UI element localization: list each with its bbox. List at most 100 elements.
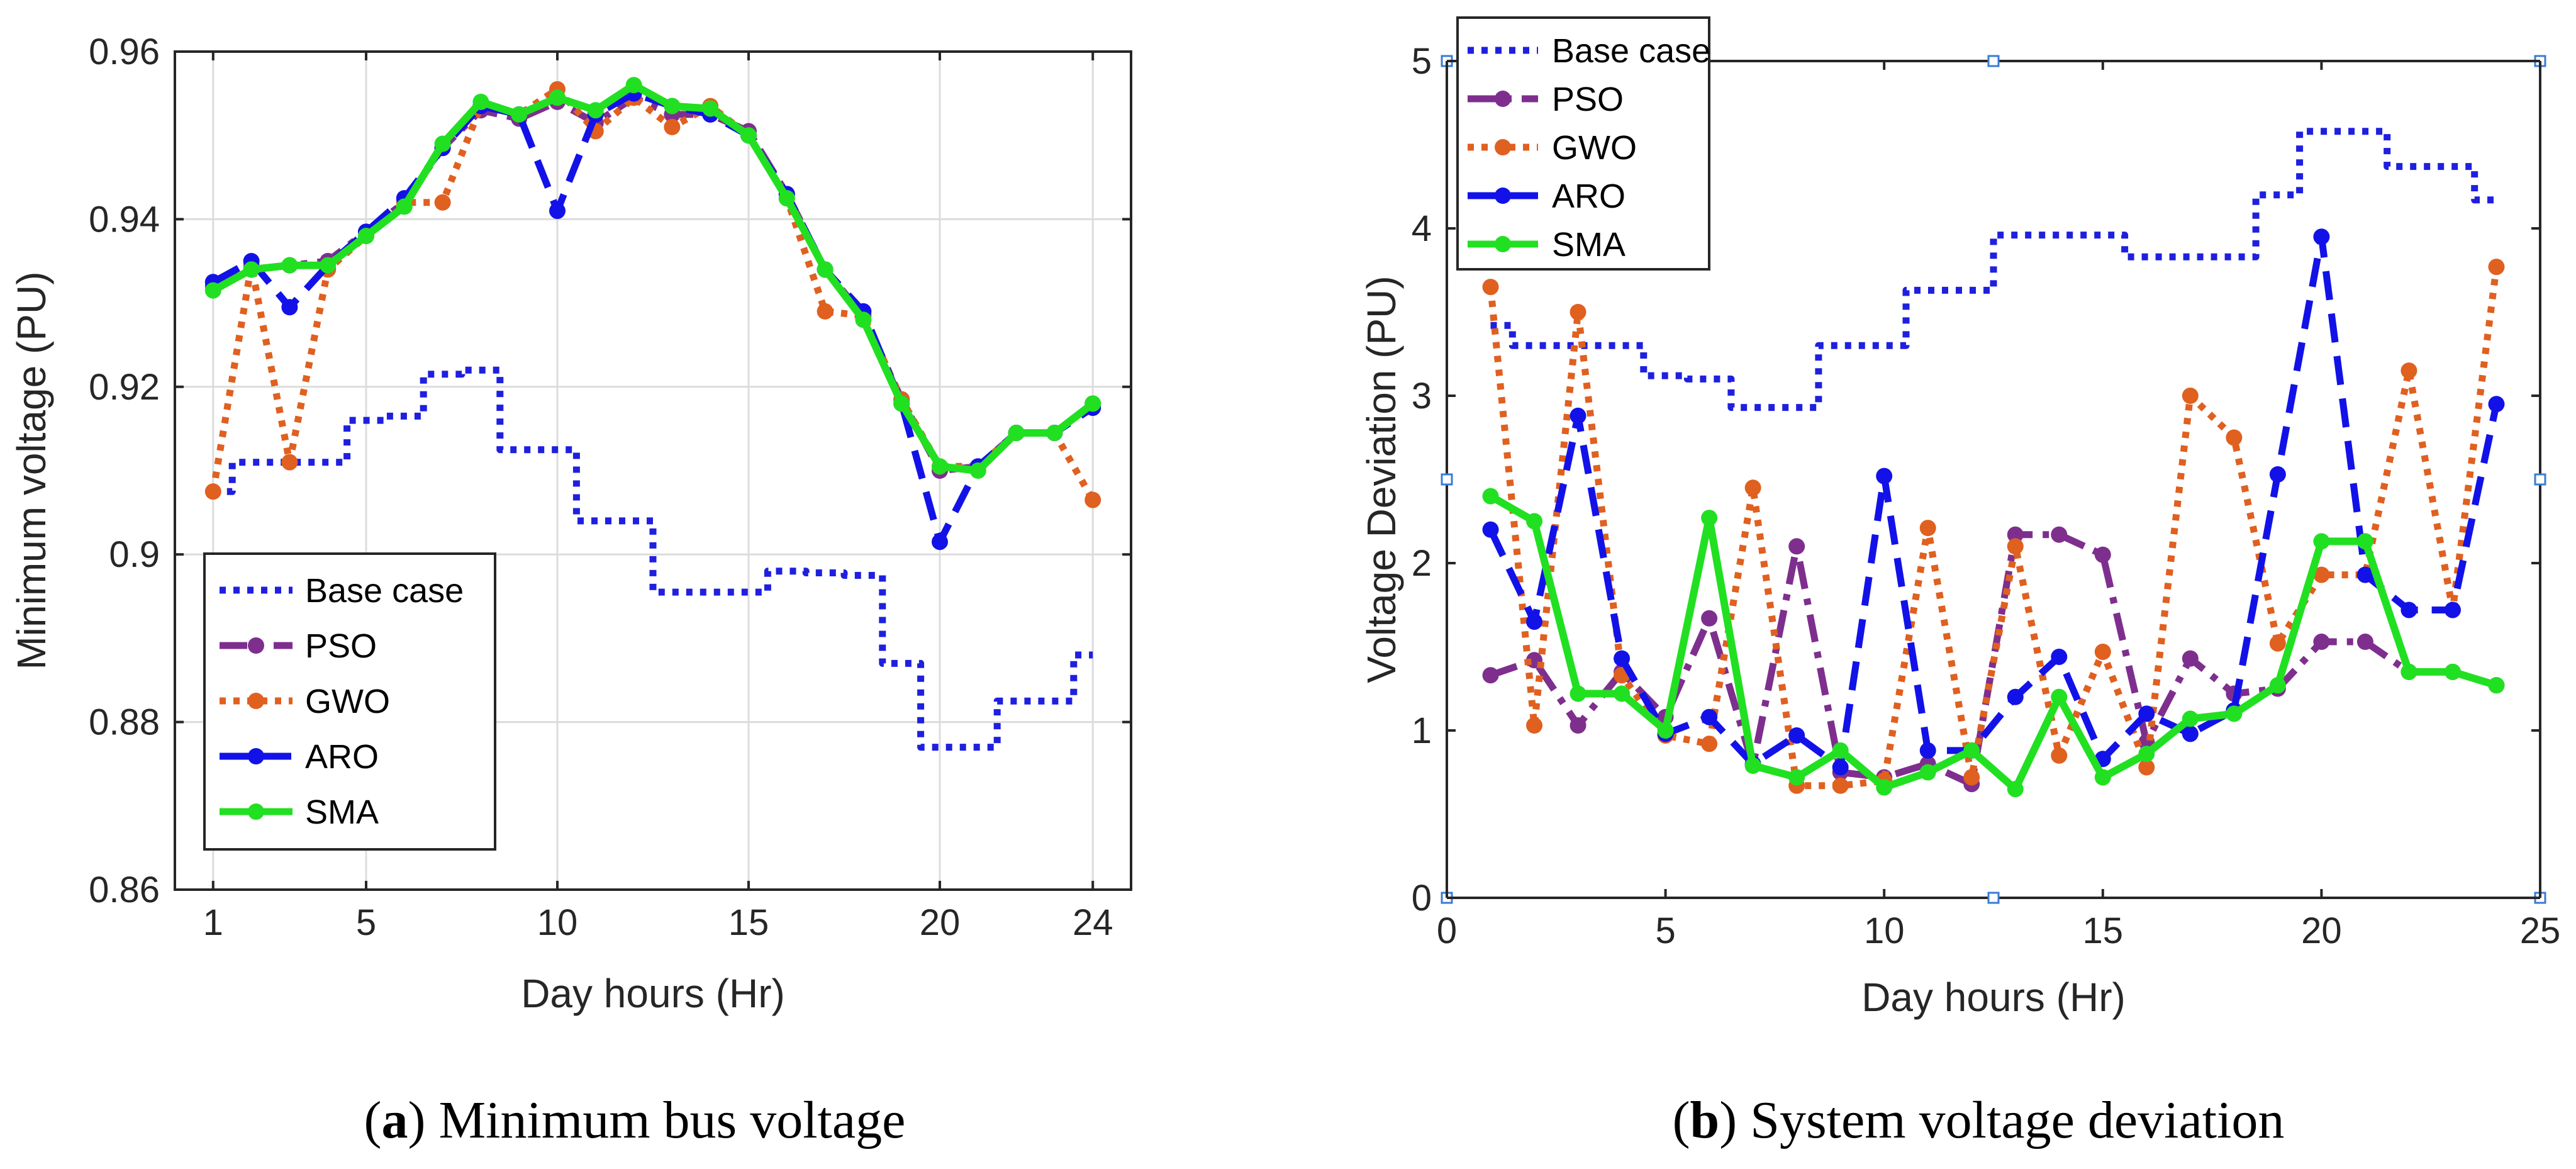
panel-a-ylabel: Minimum voltage (PU): [9, 271, 54, 669]
legend-label-sma: SMA: [1552, 226, 1625, 264]
data-point-aro: [2182, 725, 2199, 742]
data-point-sma: [2488, 677, 2505, 694]
x-tick-label: 15: [2083, 910, 2124, 951]
data-point-gwo: [2226, 429, 2243, 446]
data-point-sma: [587, 102, 604, 119]
data-point-sma: [2138, 746, 2155, 763]
series-line-pso: [211, 94, 1095, 474]
y-tick-label: 0: [1412, 878, 1432, 919]
data-point-aro: [2313, 228, 2330, 245]
data-point-gwo: [2051, 747, 2068, 764]
y-tick-label: 0.94: [89, 199, 160, 240]
data-point-gwo: [1084, 491, 1101, 508]
data-point-pso: [2182, 650, 2199, 667]
x-tick-label: 20: [2301, 910, 2342, 951]
data-point-gwo: [664, 118, 681, 135]
data-point-gwo: [281, 454, 298, 471]
data-point-sma: [932, 458, 948, 475]
data-point-gwo: [1526, 717, 1543, 734]
data-point-sma: [1788, 769, 1805, 786]
data-point-gwo: [817, 303, 834, 320]
x-tick-label: 10: [1864, 910, 1905, 951]
data-point-gwo: [2269, 635, 2286, 652]
data-point-sma: [204, 282, 221, 299]
data-point-sma: [1482, 488, 1499, 505]
data-point-sma: [1570, 685, 1586, 702]
data-point-sma: [664, 98, 681, 115]
data-point-sma: [1526, 513, 1543, 530]
legend-label-sma: SMA: [305, 793, 379, 831]
x-tick-label: 15: [728, 902, 769, 943]
panel-b-voltage-deviation-chart: 0 5 10 15 20 25 0 1 2 3 4 5 Day hours (Hr) Voltage …: [1359, 16, 2560, 1149]
data-point-gwo: [1832, 777, 1849, 794]
data-point-pso: [1570, 717, 1586, 734]
data-point-gwo: [2400, 362, 2417, 379]
data-point-aro: [2356, 566, 2373, 583]
series-line-aro: [1487, 233, 2500, 771]
data-point-aro: [2269, 466, 2286, 483]
legend-marker-gwo: [248, 693, 264, 709]
x-tick-label: 5: [1655, 910, 1675, 951]
y-tick-label: 3: [1412, 376, 1432, 417]
data-point-gwo: [1482, 279, 1499, 296]
panel-a-caption: (a) Minimum bus voltage: [364, 1091, 906, 1149]
data-point-gwo: [1963, 769, 1980, 786]
data-point-pso: [2094, 546, 2111, 563]
data-point-gwo: [1701, 736, 1718, 752]
legend-marker-sma: [248, 803, 264, 820]
data-point-gwo: [1570, 304, 1586, 320]
legend-marker-aro: [248, 748, 264, 764]
data-point-sma: [1701, 510, 1718, 527]
data-point-sma: [702, 100, 719, 117]
data-point-sma: [2269, 677, 2286, 694]
legend-label-aro: ARO: [1552, 177, 1625, 215]
panel-a-xlabel: Day hours (Hr): [521, 971, 785, 1016]
series-sma: [1482, 488, 2505, 798]
selection-handle[interactable]: [1987, 892, 2000, 904]
data-point-gwo: [1919, 520, 1936, 537]
data-point-sma: [969, 462, 986, 479]
series-line-base-case: [213, 366, 1093, 751]
data-point-pso: [2313, 634, 2330, 651]
data-point-sma: [2226, 705, 2243, 722]
data-point-aro: [1919, 742, 1936, 759]
data-point-sma: [281, 257, 298, 274]
x-tick-label: 20: [920, 902, 961, 943]
panel-b-selection-handles: [1441, 55, 2546, 904]
data-point-sma: [358, 228, 374, 245]
legend-label-base-case: Base case: [1552, 32, 1710, 70]
data-point-sma: [1919, 764, 1936, 781]
data-point-aro: [2400, 601, 2417, 618]
data-point-sma: [511, 106, 528, 123]
data-point-sma: [243, 261, 260, 278]
data-point-sma: [549, 89, 566, 106]
data-point-aro: [1614, 650, 1631, 667]
legend-label-gwo: GWO: [1552, 129, 1637, 167]
data-point-aro: [1832, 759, 1849, 776]
data-point-pso: [1701, 610, 1718, 627]
panel-b-caption-letter: b: [1690, 1091, 1720, 1149]
series-base-case: [213, 366, 1093, 751]
data-point-aro: [2007, 688, 2024, 705]
y-tick-label: 0.88: [89, 702, 160, 743]
data-point-sma: [396, 198, 413, 215]
data-point-sma: [2051, 688, 2068, 705]
panel-b-ylabel: Voltage Deviation (PU): [1359, 276, 1404, 683]
y-tick-label: 0.9: [109, 534, 160, 575]
data-point-sma: [778, 190, 795, 207]
data-point-sma: [1963, 742, 1980, 759]
data-point-aro: [1570, 407, 1586, 424]
data-point-aro: [1876, 467, 1893, 484]
selection-handle[interactable]: [1987, 55, 2000, 67]
data-point-sma: [740, 127, 757, 144]
selection-handle[interactable]: [1441, 473, 1453, 486]
y-tick-label: 2: [1412, 543, 1432, 584]
data-point-sma: [2094, 769, 2111, 786]
y-tick-label: 0.96: [89, 31, 160, 72]
data-point-aro: [2051, 648, 2068, 665]
panel-b-caption-text: ) System voltage deviation: [1719, 1091, 2284, 1149]
data-point-sma: [893, 395, 910, 412]
data-point-aro: [1526, 613, 1543, 630]
selection-handle[interactable]: [2534, 473, 2546, 486]
data-point-aro: [2138, 705, 2155, 722]
